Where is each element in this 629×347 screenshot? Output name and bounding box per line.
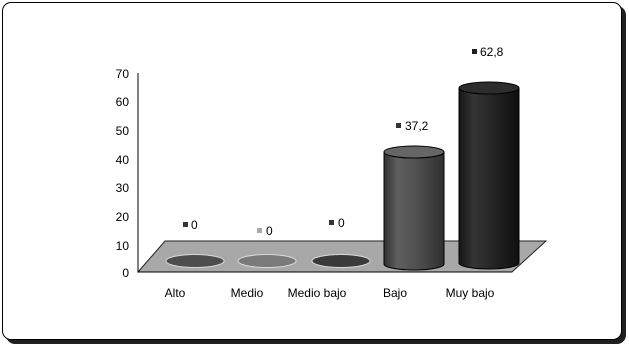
bar-bajo-body bbox=[383, 151, 445, 271]
value-label-medio: 0 bbox=[266, 224, 273, 238]
value-marker-bajo bbox=[396, 123, 401, 128]
value-label-bajo: 37,2 bbox=[405, 119, 429, 133]
x-axis: Alto Medio Medio bajo Bajo Muy bajo bbox=[165, 286, 495, 300]
value-label-muy-bajo: 62,8 bbox=[480, 45, 504, 59]
value-labels: 0 0 0 37,2 62,8 bbox=[183, 45, 504, 238]
value-label-alto: 0 bbox=[191, 218, 198, 232]
bar-bajo-top bbox=[383, 145, 445, 159]
cylinder-muy-bajo bbox=[458, 81, 520, 270]
bar-medio-base bbox=[237, 254, 297, 268]
bar-muy-bajo-body bbox=[458, 87, 520, 270]
y-tick-30: 30 bbox=[116, 181, 130, 195]
value-marker-alto bbox=[183, 222, 188, 227]
y-tick-50: 50 bbox=[116, 124, 130, 138]
bar-alto-base bbox=[165, 254, 225, 268]
y-tick-20: 20 bbox=[116, 210, 130, 224]
x-tick-bajo: Bajo bbox=[383, 286, 407, 300]
y-axis: 0 10 20 30 40 50 60 70 bbox=[116, 67, 130, 280]
bar-muy-bajo-top bbox=[458, 81, 520, 95]
zero-disks bbox=[165, 254, 371, 268]
value-marker-medio-bajo bbox=[329, 220, 334, 225]
y-tick-60: 60 bbox=[116, 95, 130, 109]
y-tick-40: 40 bbox=[116, 153, 130, 167]
x-tick-muy-bajo: Muy bajo bbox=[446, 286, 495, 300]
y-tick-0: 0 bbox=[122, 266, 129, 280]
x-tick-medio-bajo: Medio bajo bbox=[288, 286, 347, 300]
value-marker-medio bbox=[257, 228, 262, 233]
y-tick-70: 70 bbox=[116, 67, 130, 81]
bar-medio-bajo-base bbox=[311, 254, 371, 268]
y-tick-10: 10 bbox=[116, 239, 130, 253]
x-tick-medio: Medio bbox=[231, 286, 264, 300]
value-marker-muy-bajo bbox=[472, 49, 477, 54]
value-label-medio-bajo: 0 bbox=[338, 216, 345, 230]
cylinder-bajo bbox=[383, 145, 445, 271]
x-tick-alto: Alto bbox=[165, 286, 186, 300]
